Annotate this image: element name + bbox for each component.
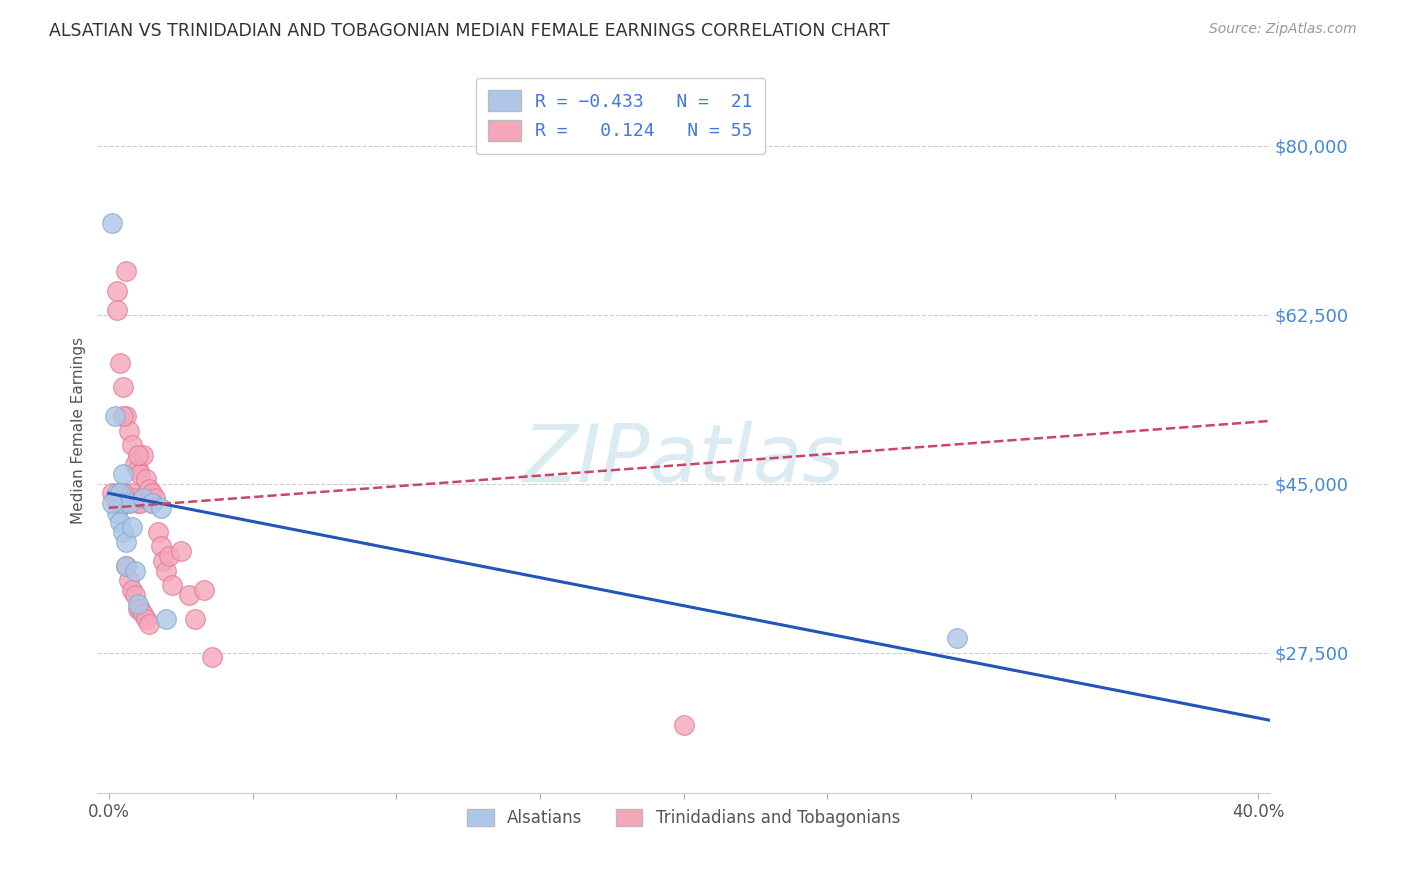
- Y-axis label: Median Female Earnings: Median Female Earnings: [72, 337, 86, 524]
- Point: [118, 573, 141, 587]
- Point: [141, 496, 163, 510]
- Point: [107, 302, 129, 317]
- Point: [115, 264, 138, 278]
- Point: [127, 448, 149, 462]
- Text: ALSATIAN VS TRINIDADIAN AND TOBAGONIAN MEDIAN FEMALE EARNINGS CORRELATION CHART: ALSATIAN VS TRINIDADIAN AND TOBAGONIAN M…: [49, 22, 890, 40]
- Point: [100, 486, 122, 500]
- Point: [152, 554, 174, 568]
- Point: [112, 486, 135, 500]
- Point: [129, 467, 152, 481]
- Point: [155, 564, 177, 578]
- Point: [121, 582, 143, 597]
- Point: [170, 544, 193, 558]
- Point: [193, 582, 215, 597]
- Point: [132, 491, 155, 505]
- Point: [112, 467, 135, 481]
- Point: [107, 496, 129, 510]
- Point: [115, 409, 138, 423]
- Point: [157, 549, 180, 563]
- Point: [118, 496, 141, 510]
- Point: [672, 718, 695, 732]
- Point: [945, 631, 967, 645]
- Point: [179, 588, 201, 602]
- Point: [107, 486, 129, 500]
- Point: [107, 506, 129, 520]
- Point: [100, 496, 122, 510]
- Point: [112, 486, 135, 500]
- Point: [127, 462, 149, 476]
- Point: [112, 496, 135, 510]
- Point: [110, 516, 132, 530]
- Point: [112, 409, 135, 423]
- Point: [110, 486, 132, 500]
- Point: [118, 496, 141, 510]
- Point: [138, 482, 160, 496]
- Point: [124, 588, 146, 602]
- Text: ZIPatlas: ZIPatlas: [523, 420, 845, 499]
- Point: [135, 612, 157, 626]
- Point: [104, 409, 127, 423]
- Point: [118, 424, 141, 438]
- Legend: Alsatians, Trinidadians and Tobagonians: Alsatians, Trinidadians and Tobagonians: [458, 800, 908, 835]
- Point: [112, 524, 135, 539]
- Point: [121, 486, 143, 500]
- Point: [132, 491, 155, 505]
- Point: [115, 558, 138, 573]
- Text: Source: ZipAtlas.com: Source: ZipAtlas.com: [1209, 22, 1357, 37]
- Point: [149, 500, 172, 515]
- Point: [124, 491, 146, 505]
- Point: [110, 496, 132, 510]
- Point: [155, 612, 177, 626]
- Point: [110, 486, 132, 500]
- Point: [184, 612, 207, 626]
- Point: [146, 524, 169, 539]
- Point: [132, 607, 155, 621]
- Point: [129, 496, 152, 510]
- Point: [141, 496, 163, 510]
- Point: [149, 540, 172, 554]
- Point: [115, 534, 138, 549]
- Point: [135, 472, 157, 486]
- Point: [115, 558, 138, 573]
- Point: [100, 216, 122, 230]
- Point: [107, 284, 129, 298]
- Point: [129, 602, 152, 616]
- Point: [132, 448, 155, 462]
- Point: [104, 491, 127, 505]
- Point: [124, 458, 146, 472]
- Point: [127, 598, 149, 612]
- Point: [127, 602, 149, 616]
- Point: [143, 491, 166, 505]
- Point: [110, 356, 132, 370]
- Point: [127, 496, 149, 510]
- Point: [112, 380, 135, 394]
- Point: [138, 616, 160, 631]
- Point: [115, 496, 138, 510]
- Point: [121, 520, 143, 534]
- Point: [121, 438, 143, 452]
- Point: [124, 564, 146, 578]
- Point: [141, 486, 163, 500]
- Point: [160, 578, 183, 592]
- Point: [201, 650, 224, 665]
